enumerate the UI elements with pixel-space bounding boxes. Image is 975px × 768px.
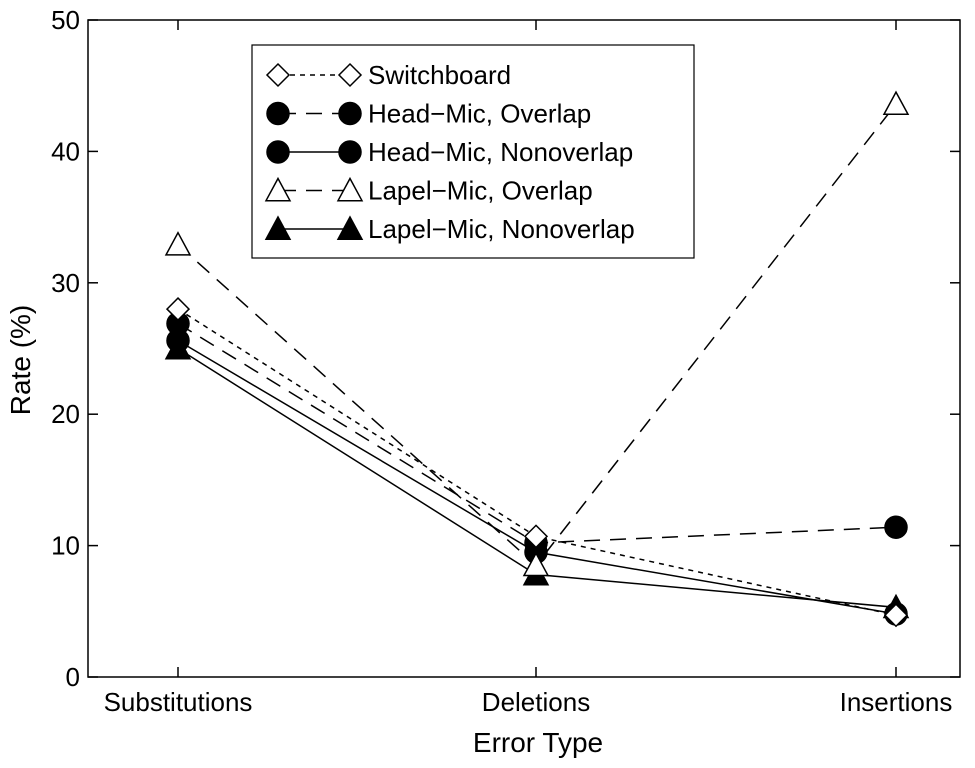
legend-label: Head−Mic, Nonoverlap (368, 137, 633, 167)
legend-marker (336, 215, 364, 240)
y-axis: 0 10 20 30 40 50 (51, 5, 960, 692)
series-0 (165, 297, 909, 628)
legend-marker (265, 62, 291, 88)
y-tick-label: 0 (66, 662, 80, 692)
legend-marker (336, 176, 364, 202)
legend-marker (264, 215, 292, 240)
y-tick-label: 20 (51, 399, 80, 429)
series-layer (164, 90, 910, 628)
x-axis: Substitutions Deletions Insertions (104, 20, 953, 717)
legend-label: Head−Mic, Overlap (368, 99, 591, 129)
data-point (523, 524, 549, 549)
data-point (882, 90, 910, 116)
legend-item: Head−Mic, Overlap (266, 99, 591, 129)
legend-marker (266, 101, 290, 126)
legend-item: Head−Mic, Nonoverlap (266, 137, 633, 167)
legend-marker (264, 176, 292, 202)
legend-item: Lapel−Mic, Nonoverlap (264, 214, 635, 244)
y-tick-label: 50 (51, 5, 80, 35)
data-point (164, 231, 192, 256)
y-tick-label: 10 (51, 531, 80, 561)
x-tick-label: Insertions (840, 687, 953, 717)
x-tick-label: Substitutions (104, 687, 253, 717)
series-line (177, 322, 897, 544)
x-axis-label: Error Type (473, 727, 603, 758)
legend-marker (337, 62, 363, 88)
legend-marker (338, 101, 362, 126)
data-point (522, 551, 550, 577)
legend: Switchboard Head−Mic, Overlap Head−Mic, No… (251, 44, 695, 259)
data-point (165, 297, 191, 322)
data-point (884, 515, 908, 539)
x-tick-label: Deletions (482, 687, 590, 717)
legend-item: Switchboard (265, 60, 511, 90)
legend-item: Lapel−Mic, Overlap (264, 176, 593, 206)
legend-label: Lapel−Mic, Overlap (368, 176, 593, 206)
series-1 (166, 311, 908, 555)
legend-marker (266, 140, 290, 164)
legend-marker (338, 140, 362, 164)
y-axis-label: Rate (%) (5, 305, 36, 415)
data-point (883, 603, 909, 628)
y-tick-label: 30 (51, 268, 80, 298)
series-3 (164, 90, 910, 577)
plot-frame (87, 19, 961, 678)
y-tick-label: 40 (51, 136, 80, 166)
legend-label: Switchboard (368, 60, 511, 90)
legend-label: Lapel−Mic, Nonoverlap (368, 214, 635, 244)
